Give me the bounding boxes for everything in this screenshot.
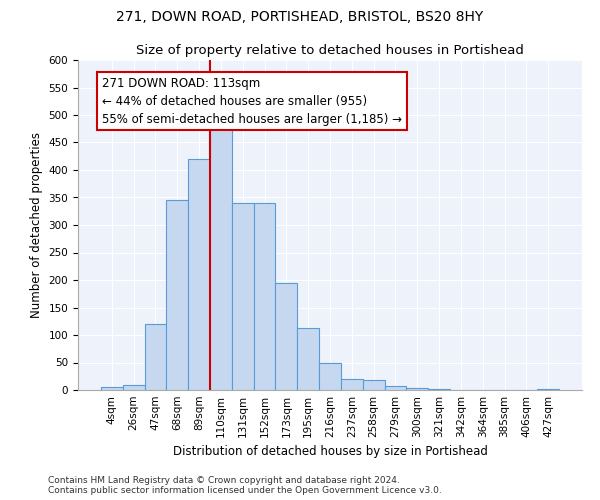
Bar [101,387,123,390]
Text: 271 DOWN ROAD: 113sqm
← 44% of detached houses are smaller (955)
55% of semi-det: 271 DOWN ROAD: 113sqm ← 44% of detached … [102,76,402,126]
Bar [275,283,297,390]
Title: Size of property relative to detached houses in Portishead: Size of property relative to detached ho… [136,44,524,58]
Bar [166,200,188,390]
Bar [406,388,428,390]
Bar [123,384,145,390]
Bar [385,386,406,390]
Text: Contains HM Land Registry data © Crown copyright and database right 2024.
Contai: Contains HM Land Registry data © Crown c… [48,476,442,495]
Bar [232,203,254,390]
Bar [210,120,232,390]
Bar [319,362,341,390]
Bar [363,380,385,390]
Bar [254,203,275,390]
Bar [297,328,319,390]
X-axis label: Distribution of detached houses by size in Portishead: Distribution of detached houses by size … [173,446,487,458]
Bar [145,324,166,390]
Text: 271, DOWN ROAD, PORTISHEAD, BRISTOL, BS20 8HY: 271, DOWN ROAD, PORTISHEAD, BRISTOL, BS2… [116,10,484,24]
Bar [341,379,363,390]
Bar [188,159,210,390]
Y-axis label: Number of detached properties: Number of detached properties [30,132,43,318]
